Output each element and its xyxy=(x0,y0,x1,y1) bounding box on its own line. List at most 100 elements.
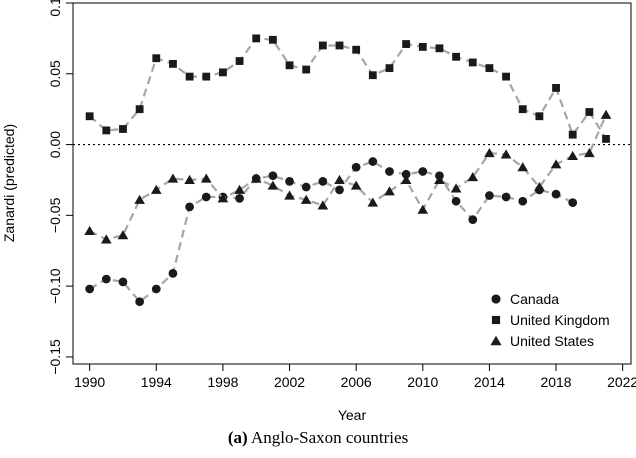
x-axis: 1990 1994 1998 2002 2006 2010 2014 2018 2022 xyxy=(74,364,636,390)
data-point xyxy=(302,65,311,74)
plot-frame xyxy=(72,2,632,365)
data-point xyxy=(150,184,162,194)
data-point xyxy=(551,189,561,199)
data-point xyxy=(318,41,327,50)
x-tick-label: 2006 xyxy=(341,374,372,390)
data-point xyxy=(268,35,277,44)
data-point xyxy=(169,59,177,68)
data-point xyxy=(485,191,494,200)
x-tick-label: 2022 xyxy=(607,374,636,390)
data-point xyxy=(285,177,294,186)
data-point xyxy=(400,174,412,185)
data-point xyxy=(185,72,194,81)
data-point xyxy=(434,174,445,185)
series-layer xyxy=(84,34,612,307)
y-axis: 0.10 0.05 0.00 −0.05 −0.10 −0.15 xyxy=(47,0,73,375)
x-tick-label: 2014 xyxy=(474,374,505,390)
data-point xyxy=(385,167,394,176)
data-point xyxy=(484,148,495,158)
data-point xyxy=(285,61,294,70)
data-point xyxy=(151,284,161,294)
x-tick-label: 1994 xyxy=(141,374,172,390)
data-point xyxy=(568,130,577,139)
data-point xyxy=(101,234,112,244)
legend-marker-circle xyxy=(491,294,501,304)
data-point xyxy=(235,193,244,203)
data-point xyxy=(102,126,111,135)
data-point xyxy=(351,162,361,172)
data-point xyxy=(435,44,444,53)
y-axis-title: Zanardi (predicted) xyxy=(1,124,17,242)
data-point xyxy=(500,149,512,159)
data-point xyxy=(335,41,344,50)
legend-marker-triangle xyxy=(490,335,502,346)
data-point xyxy=(317,200,329,210)
data-point xyxy=(167,173,179,183)
y-tick-label: −0.05 xyxy=(47,197,63,233)
data-point xyxy=(418,167,428,176)
figure-caption: (a) Anglo-Saxon countries xyxy=(0,428,636,448)
legend-label: Canada xyxy=(510,291,559,307)
data-point xyxy=(468,58,477,67)
data-point xyxy=(367,197,379,207)
data-point xyxy=(300,194,312,204)
data-point xyxy=(585,108,594,116)
data-point xyxy=(368,71,377,80)
data-point xyxy=(450,183,462,193)
data-point xyxy=(417,204,429,214)
data-point xyxy=(385,64,394,73)
data-point xyxy=(552,84,560,92)
data-point xyxy=(567,150,579,160)
data-point xyxy=(217,193,229,203)
data-point xyxy=(200,173,212,183)
x-tick-label: 1990 xyxy=(74,374,105,390)
data-point xyxy=(284,190,295,200)
data-point xyxy=(135,105,144,114)
data-point xyxy=(85,112,94,121)
data-point xyxy=(451,196,461,206)
x-axis-title: Year xyxy=(338,407,367,423)
y-tick-label: 0.10 xyxy=(47,0,63,17)
legend: Canada United Kingdom United States xyxy=(490,291,610,349)
x-tick-label: 2002 xyxy=(274,374,305,390)
data-point xyxy=(267,180,279,190)
data-point xyxy=(352,45,361,54)
data-point xyxy=(368,157,378,166)
data-point xyxy=(135,297,144,307)
data-point xyxy=(235,57,244,65)
data-point xyxy=(117,230,129,240)
data-point xyxy=(202,72,211,81)
series-triangle xyxy=(84,109,612,244)
y-tick-label: 0.00 xyxy=(47,131,63,158)
data-point xyxy=(252,34,261,43)
y-tick-label: 0.05 xyxy=(47,60,63,87)
data-point xyxy=(301,182,311,192)
data-point xyxy=(318,177,328,186)
data-point xyxy=(168,269,178,278)
data-point xyxy=(501,192,511,202)
data-point xyxy=(535,112,544,121)
y-tick-label: −0.10 xyxy=(47,268,63,304)
data-point xyxy=(517,162,529,172)
data-point xyxy=(600,109,612,119)
data-point xyxy=(468,215,478,224)
data-point xyxy=(584,148,595,158)
data-point xyxy=(418,42,427,51)
series-line xyxy=(89,160,574,304)
data-point xyxy=(602,134,610,143)
data-point xyxy=(334,174,345,185)
data-point xyxy=(502,72,510,81)
series-line xyxy=(88,37,607,140)
y-tick-label: −0.15 xyxy=(47,339,63,375)
data-point xyxy=(84,225,95,235)
caption-letter: (a) xyxy=(227,428,248,447)
data-point xyxy=(402,40,411,48)
data-point xyxy=(568,198,578,207)
x-tick-label: 2010 xyxy=(407,374,438,390)
data-point xyxy=(268,171,278,181)
data-point xyxy=(118,277,128,287)
legend-label: United Kingdom xyxy=(510,312,610,328)
legend-marker-square xyxy=(491,315,501,325)
data-point xyxy=(485,64,494,73)
